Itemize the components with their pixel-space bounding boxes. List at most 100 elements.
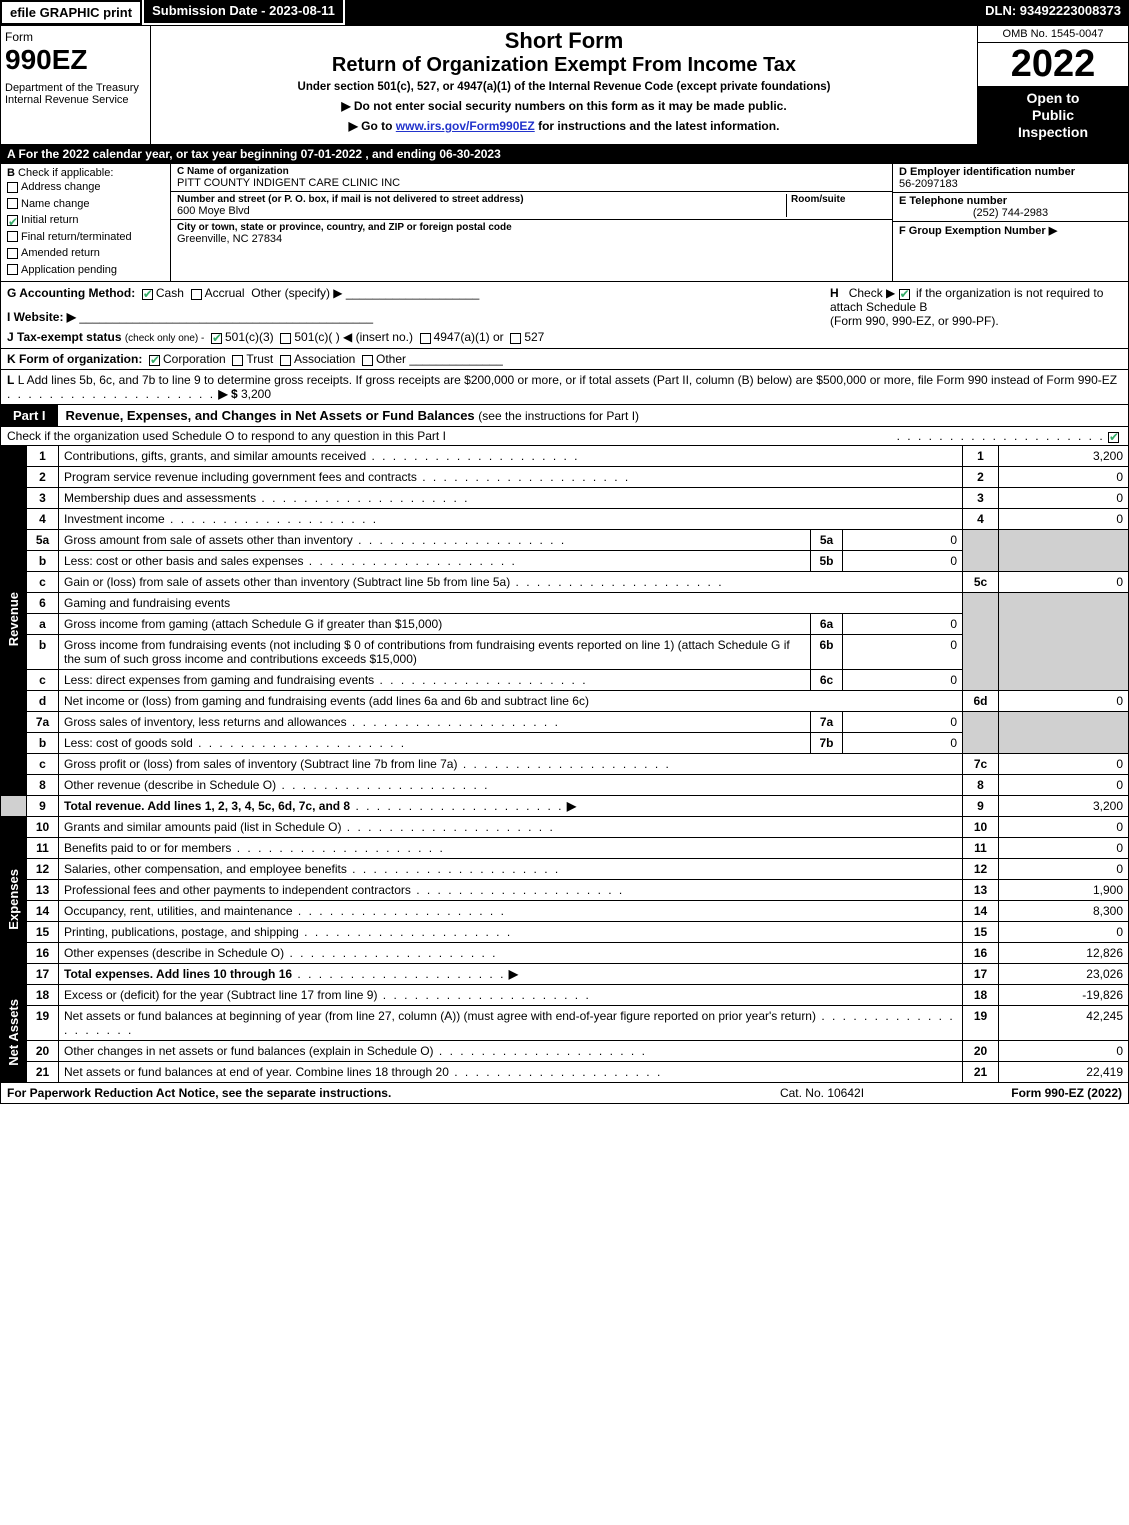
l-text: L Add lines 5b, 6c, and 7b to line 9 to … — [18, 373, 1117, 387]
col-d-ids: D Employer identification number 56-2097… — [893, 164, 1128, 281]
table-row: 6 Gaming and fundraising events — [1, 593, 1129, 614]
tax-year: 2022 — [978, 43, 1128, 86]
table-row: Revenue 1 Contributions, gifts, grants, … — [1, 446, 1129, 467]
cb-final-return[interactable]: Final return/terminated — [7, 229, 164, 246]
tel-label: E Telephone number — [899, 195, 1122, 207]
table-row: c Gain or (loss) from sale of assets oth… — [1, 572, 1129, 593]
city-cell: City or town, state or province, country… — [171, 220, 892, 247]
dept-treasury: Department of the Treasury — [5, 82, 146, 94]
cb-4947[interactable] — [420, 333, 431, 344]
table-row: 9 Total revenue. Add lines 1, 2, 3, 4, 5… — [1, 796, 1129, 817]
cb-accrual[interactable] — [191, 289, 202, 300]
table-row: 11 Benefits paid to or for members 11 0 — [1, 838, 1129, 859]
cb-initial-return[interactable]: Initial return — [7, 212, 164, 229]
table-row: 17 Total expenses. Add lines 10 through … — [1, 964, 1129, 985]
open-line-1: Open to — [982, 90, 1124, 107]
tel-value: (252) 744-2983 — [899, 207, 1122, 219]
cb-amended-return[interactable]: Amended return — [7, 245, 164, 262]
row-g: G Accounting Method: Cash Accrual Other … — [7, 286, 822, 344]
line-value: 3,200 — [999, 446, 1129, 467]
form-subtitle: Under section 501(c), 527, or 4947(a)(1)… — [159, 81, 969, 93]
arrow-icon: ▶ — [567, 799, 576, 813]
header-center: Short Form Return of Organization Exempt… — [151, 26, 978, 144]
cb-527[interactable] — [510, 333, 521, 344]
line-rno: 1 — [963, 446, 999, 467]
table-row: b Less: cost or other basis and sales ex… — [1, 551, 1129, 572]
part-1-sub: (see the instructions for Part I) — [478, 409, 639, 423]
cb-501c3[interactable] — [211, 333, 222, 344]
k-label: K Form of organization: — [7, 352, 142, 366]
cb-part1-schedule-o[interactable] — [1108, 432, 1119, 443]
i-label: I Website: ▶ — [7, 310, 76, 324]
footer-left: For Paperwork Reduction Act Notice, see … — [7, 1086, 722, 1100]
cb-trust[interactable] — [232, 355, 243, 366]
table-row: 8 Other revenue (describe in Schedule O)… — [1, 775, 1129, 796]
table-row: 13 Professional fees and other payments … — [1, 880, 1129, 901]
irs-link[interactable]: www.irs.gov/Form990EZ — [396, 119, 535, 133]
j-sub: (check only one) - — [125, 333, 204, 344]
city-value: Greenville, NC 27834 — [177, 233, 886, 245]
part-1-check-row: Check if the organization used Schedule … — [0, 427, 1129, 446]
row-a-tax-year: A For the 2022 calendar year, or tax yea… — [0, 145, 1129, 164]
header-left: Form 990EZ Department of the Treasury In… — [1, 26, 151, 144]
org-name: PITT COUNTY INDIGENT CARE CLINIC INC — [177, 177, 886, 189]
row-l: L L Add lines 5b, 6c, and 7b to line 9 t… — [0, 370, 1129, 405]
group-exemption-label: F Group Exemption Number ▶ — [899, 224, 1122, 237]
line-no: 1 — [27, 446, 59, 467]
check-if-applicable: Check if applicable: — [18, 167, 113, 179]
form-title: Return of Organization Exempt From Incom… — [159, 54, 969, 77]
ein-value: 56-2097183 — [899, 178, 1122, 190]
table-row: 15 Printing, publications, postage, and … — [1, 922, 1129, 943]
cb-association[interactable] — [280, 355, 291, 366]
table-row: 12 Salaries, other compensation, and emp… — [1, 859, 1129, 880]
page-footer: For Paperwork Reduction Act Notice, see … — [0, 1083, 1129, 1104]
form-note-1: ▶ Do not enter social security numbers o… — [159, 99, 969, 113]
g-label: G Accounting Method: — [7, 286, 135, 300]
footer-cat-no: Cat. No. 10642I — [722, 1086, 922, 1100]
room-label: Room/suite — [791, 194, 886, 205]
form-number: 990EZ — [5, 44, 146, 76]
part-1-header: Part I Revenue, Expenses, and Changes in… — [0, 405, 1129, 427]
table-row: c Less: direct expenses from gaming and … — [1, 670, 1129, 691]
revenue-side-label: Revenue — [1, 446, 27, 796]
group-exemption-cell: F Group Exemption Number ▶ — [893, 222, 1128, 239]
cb-corporation[interactable] — [149, 355, 160, 366]
header-right: OMB No. 1545-0047 2022 Open to Public In… — [978, 26, 1128, 144]
ein-cell: D Employer identification number 56-2097… — [893, 164, 1128, 193]
top-bar: efile GRAPHIC print Submission Date - 20… — [0, 0, 1129, 25]
table-row: 4 Investment income 4 0 — [1, 509, 1129, 530]
cb-application-pending[interactable]: Application pending — [7, 262, 164, 279]
table-row: b Less: cost of goods sold 7b 0 — [1, 733, 1129, 754]
table-row: 19 Net assets or fund balances at beginn… — [1, 1006, 1129, 1041]
j-label: J Tax-exempt status — [7, 330, 122, 344]
cb-address-change[interactable]: Address change — [7, 179, 164, 196]
table-row: 5a Gross amount from sale of assets othe… — [1, 530, 1129, 551]
cb-cash[interactable] — [142, 289, 153, 300]
table-row: a Gross income from gaming (attach Sched… — [1, 614, 1129, 635]
org-name-cell: C Name of organization PITT COUNTY INDIG… — [171, 164, 892, 192]
h-label: H — [830, 286, 839, 300]
cb-name-change[interactable]: Name change — [7, 196, 164, 213]
dots-icon — [897, 429, 1105, 443]
part-1-title: Revenue, Expenses, and Changes in Net As… — [58, 405, 648, 426]
open-to-public: Open to Public Inspection — [978, 86, 1128, 144]
street-value: 600 Moye Blvd — [177, 205, 786, 217]
table-row: b Gross income from fundraising events (… — [1, 635, 1129, 670]
l-arrow: ▶ $ — [218, 387, 237, 401]
table-row: 7a Gross sales of inventory, less return… — [1, 712, 1129, 733]
cb-other-org[interactable] — [362, 355, 373, 366]
cb-501c[interactable] — [280, 333, 291, 344]
col-b-checkboxes: B Check if applicable: Address change Na… — [1, 164, 171, 281]
table-row: 20 Other changes in net assets or fund b… — [1, 1041, 1129, 1062]
street-cell: Number and street (or P. O. box, if mail… — [171, 192, 892, 220]
part-1-check-text: Check if the organization used Schedule … — [7, 429, 446, 443]
table-row: 14 Occupancy, rent, utilities, and maint… — [1, 901, 1129, 922]
netassets-side-label: Net Assets — [1, 985, 27, 1083]
table-row: d Net income or (loss) from gaming and f… — [1, 691, 1129, 712]
org-name-label: C Name of organization — [177, 166, 886, 177]
line-desc: Contributions, gifts, grants, and simila… — [59, 446, 963, 467]
topbar-spacer — [345, 0, 977, 25]
arrow-icon: ▶ — [509, 967, 518, 981]
cb-h-check[interactable] — [899, 289, 910, 300]
irs-label: Internal Revenue Service — [5, 94, 146, 106]
